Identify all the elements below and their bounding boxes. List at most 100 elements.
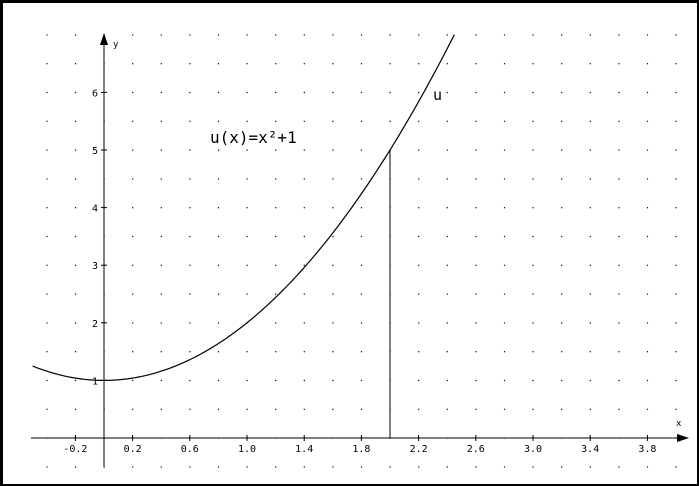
grid-dot xyxy=(418,178,420,180)
grid-dot xyxy=(360,149,363,151)
grid-dot xyxy=(418,466,420,468)
grid-dot xyxy=(446,34,448,36)
grid-dot xyxy=(675,322,677,324)
grid-dot xyxy=(675,149,677,151)
grid-dot xyxy=(74,178,77,180)
grid-dot xyxy=(217,149,220,151)
grid-dot xyxy=(74,235,77,238)
grid-dot xyxy=(532,91,534,94)
grid-dot xyxy=(389,63,391,65)
grid-dot xyxy=(246,34,248,36)
y-tick-label: 1 xyxy=(92,376,98,387)
grid-dot xyxy=(446,264,448,266)
grid-dot xyxy=(332,264,334,266)
tick-marks: -0.2 0.2 0.6 1.0 1.4 1.8 2.2 2.6 3.0 3.4 3.8 1 2 3 4 5 6 xyxy=(63,88,656,455)
grid-dot xyxy=(46,63,48,65)
grid-dot xyxy=(189,322,191,324)
grid-dot xyxy=(646,351,649,353)
grid-dot xyxy=(475,63,477,65)
grid-dot xyxy=(303,235,305,238)
grid-dot xyxy=(160,466,162,468)
grid-dot xyxy=(589,178,591,180)
grid-dot xyxy=(532,149,534,151)
grid-dot xyxy=(646,322,649,324)
grid-dot xyxy=(74,351,77,353)
grid-dot xyxy=(589,120,591,122)
grid-dot xyxy=(418,120,420,122)
grid-dot xyxy=(675,235,677,238)
grid-dot xyxy=(160,149,162,151)
grid-dot xyxy=(561,264,563,266)
grid-dot xyxy=(132,34,134,36)
grid-dot xyxy=(646,235,649,238)
grid-dot xyxy=(618,34,620,36)
grid-dot xyxy=(618,120,620,122)
grid-dot xyxy=(132,408,134,410)
grid-dot xyxy=(675,63,677,65)
grid-dot xyxy=(618,293,620,295)
grid-dot xyxy=(503,293,506,295)
grid-dot xyxy=(332,178,334,180)
x-tick-label: 2.6 xyxy=(467,444,485,455)
grid-dot xyxy=(561,34,563,36)
grid-dot xyxy=(675,34,677,36)
grid-dot xyxy=(618,63,620,65)
grid-dot xyxy=(561,322,563,324)
grid-dot xyxy=(189,408,191,410)
grid-dot xyxy=(475,91,477,94)
grid-dot xyxy=(446,408,448,410)
grid-dot xyxy=(561,178,563,180)
grid-dot xyxy=(246,178,248,180)
grid-dot xyxy=(446,207,448,209)
grid-dot xyxy=(618,235,620,238)
grid-dot xyxy=(675,264,677,266)
grid-dot xyxy=(217,207,220,209)
grid-dot xyxy=(475,351,477,353)
grid-dot xyxy=(503,379,506,382)
grid-dot xyxy=(418,379,420,382)
grid-dot xyxy=(246,351,248,353)
function-plot: x y -0.2 0.2 0.6 1.0 1.4 1.8 2.2 2.6 3.0 3.4 3.8 1 2… xyxy=(31,33,689,468)
grid-dot xyxy=(646,207,649,209)
grid-dot xyxy=(275,351,277,353)
grid-dot xyxy=(532,235,534,238)
grid-dot xyxy=(418,207,420,209)
grid-dot xyxy=(132,322,134,324)
grid-dot xyxy=(160,235,162,238)
grid-dot xyxy=(475,207,477,209)
y-axis-label: y xyxy=(113,40,119,50)
grid-dot xyxy=(360,264,363,266)
grid-dot xyxy=(675,207,677,209)
grid-dot xyxy=(74,34,77,36)
grid-dot xyxy=(217,408,220,410)
grid-dot xyxy=(360,293,363,295)
grid-dot xyxy=(46,264,48,266)
grid-dot xyxy=(618,379,620,382)
grid-dot xyxy=(303,120,305,122)
grid-dot xyxy=(418,351,420,353)
grid-dot xyxy=(332,91,334,94)
grid-dot xyxy=(246,264,248,266)
grid-dot xyxy=(389,34,391,36)
grid-dot xyxy=(646,34,649,36)
x-tick-label: 3.4 xyxy=(581,444,599,455)
grid-dot xyxy=(503,408,506,410)
grid-dot xyxy=(74,264,77,266)
grid-dot xyxy=(160,120,162,122)
grid-dot xyxy=(160,322,162,324)
grid-dot xyxy=(532,34,534,36)
grid-dot xyxy=(217,34,220,36)
grid-dot xyxy=(132,466,134,468)
curve-label-u: u xyxy=(433,86,442,104)
grid-dot xyxy=(332,379,334,382)
x-tick-label: 0.2 xyxy=(124,444,142,455)
grid-dot xyxy=(675,379,677,382)
grid-dot xyxy=(74,293,77,295)
y-tick-label: 5 xyxy=(92,146,98,157)
grid-dot xyxy=(532,293,534,295)
grid-dot xyxy=(475,264,477,266)
grid-dot xyxy=(561,235,563,238)
grid-dot xyxy=(132,63,134,65)
grid-dot xyxy=(532,379,534,382)
grid-dot xyxy=(532,63,534,65)
